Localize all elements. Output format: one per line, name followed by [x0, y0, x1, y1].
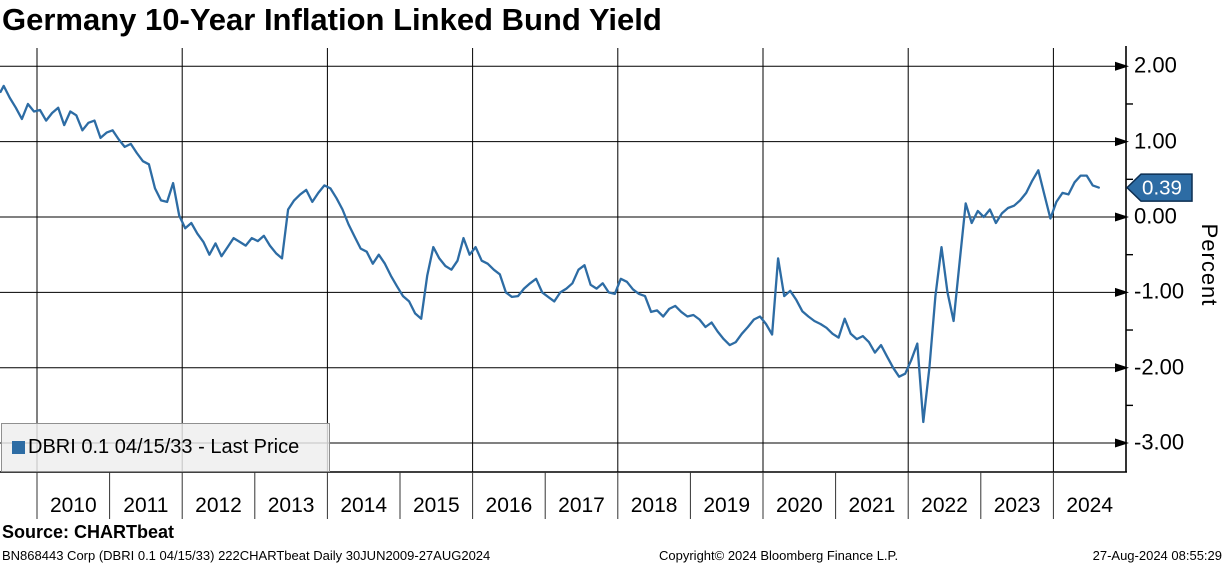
y-tick-label: -1.00: [1134, 278, 1185, 304]
x-year-label: 2023: [993, 494, 1041, 517]
x-year-label: 2019: [703, 494, 751, 517]
x-year-label: 2021: [848, 494, 896, 517]
y-tick-label: 1.00: [1134, 128, 1177, 154]
x-year-label: 2010: [49, 494, 97, 517]
x-year-label: 2018: [630, 494, 678, 517]
y-axis-title: Percent: [1197, 223, 1222, 307]
last-price-tag: 0.39: [1125, 173, 1193, 202]
legend-label: DBRI 0.1 04/15/33 - Last Price: [28, 436, 300, 458]
y-tick-label: 2.00: [1134, 52, 1177, 78]
price-line-series: [0, 84, 1100, 424]
source-label: Source: CHARTbeat: [2, 522, 175, 542]
x-year-dividers: [36, 472, 1054, 519]
x-year-label: 2014: [340, 494, 388, 517]
x-year-label: 2013: [267, 494, 315, 517]
x-year-label: 2015: [412, 494, 460, 517]
x-year-label: 2022: [921, 494, 968, 517]
x-year-label: 2016: [485, 494, 533, 517]
x-year-label: 2020: [775, 494, 823, 517]
footer-copyright: Copyright© 2024 Bloomberg Finance L.P.: [659, 548, 899, 563]
y-tick-label: -3.00: [1134, 429, 1185, 455]
chart-title: Germany 10-Year Inflation Linked Bund Yi…: [2, 2, 662, 37]
horizontal-gridlines: [0, 61, 1129, 448]
y-minor-ticks: [1126, 103, 1133, 407]
y-tick-label: -2.00: [1134, 354, 1185, 380]
x-year-label: 2011: [123, 494, 169, 517]
footer-security-info: BN868443 Corp (DBRI 0.1 04/15/33) 222CHA…: [2, 548, 491, 563]
x-year-label: 2012: [195, 494, 242, 517]
x-year-label: 2024: [1066, 494, 1114, 517]
y-tick-label: 0.00: [1134, 203, 1177, 229]
legend-item-dbri[interactable]: DBRI 0.1 04/15/33 - Last Price: [1, 423, 330, 472]
x-year-label: 2017: [558, 494, 605, 517]
axis-lines: [0, 46, 1127, 473]
legend-swatch-icon: [12, 441, 25, 454]
footer-timestamp: 27-Aug-2024 08:55:29: [1092, 548, 1222, 563]
last-price-value: 0.39: [1142, 177, 1182, 200]
vertical-gridlines: [36, 48, 1054, 472]
